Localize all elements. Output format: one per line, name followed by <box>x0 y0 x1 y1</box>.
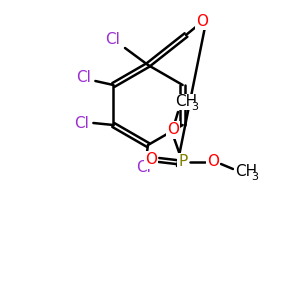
Text: O: O <box>196 14 208 28</box>
Text: Cl: Cl <box>74 116 89 130</box>
Text: O: O <box>167 122 179 137</box>
Text: O: O <box>207 154 219 169</box>
Text: 3: 3 <box>251 172 258 182</box>
Text: CH: CH <box>235 164 257 179</box>
Text: CH: CH <box>175 94 197 110</box>
Text: O: O <box>145 152 157 167</box>
Text: 3: 3 <box>191 102 198 112</box>
Text: Cl: Cl <box>136 160 152 175</box>
Text: P: P <box>178 154 188 169</box>
Text: Cl: Cl <box>76 70 91 85</box>
Text: Cl: Cl <box>106 32 120 47</box>
